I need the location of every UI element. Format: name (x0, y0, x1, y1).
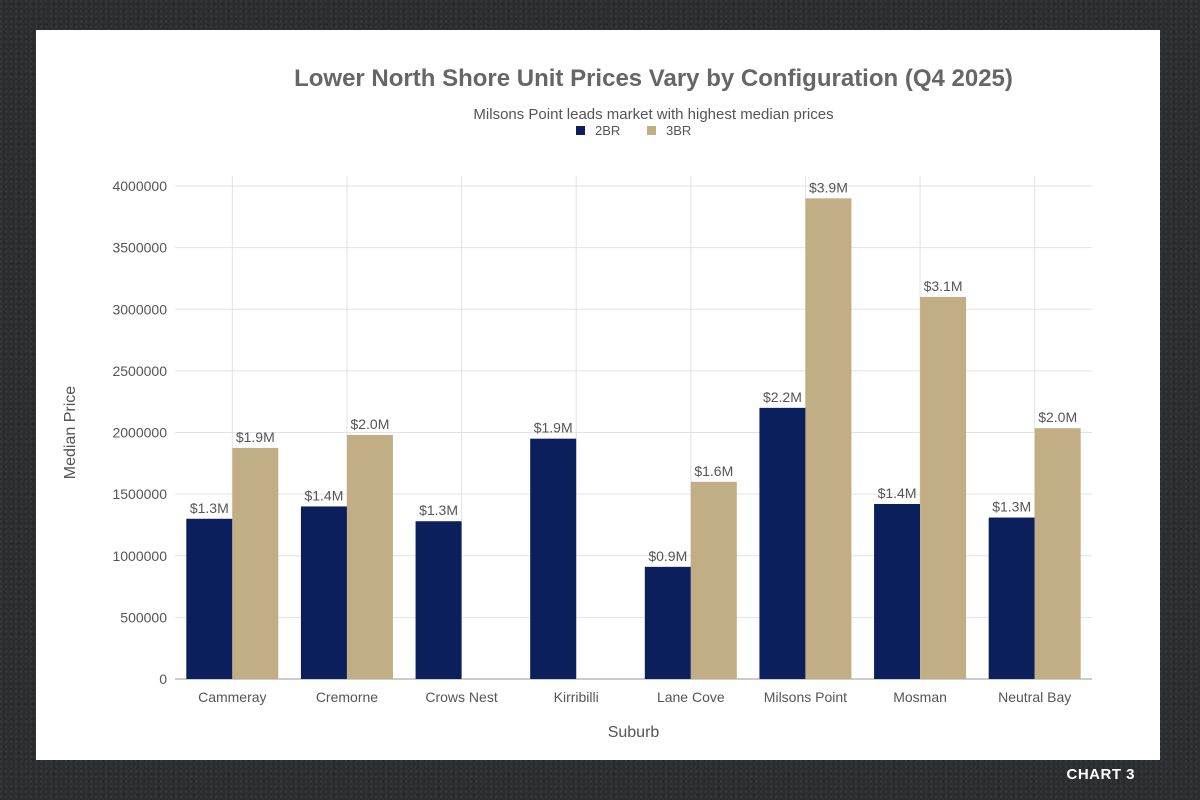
chart-subtitle: Milsons Point leads market with highest … (473, 106, 833, 123)
legend-label-3br: 3BR (666, 123, 691, 138)
legend-swatch-3br (647, 126, 656, 135)
data-label: $3.1M (924, 278, 963, 294)
y-tick-label: 0 (159, 671, 167, 687)
data-label: $1.3M (419, 502, 458, 518)
bar-3br (232, 447, 279, 679)
x-tick-label: Cammeray (198, 689, 266, 705)
bar-3br (1034, 428, 1081, 679)
y-tick-label: 500000 (120, 609, 167, 625)
data-label: $2.0M (1038, 409, 1077, 425)
y-tick-label: 1000000 (112, 548, 167, 564)
data-label: $0.9M (648, 548, 687, 564)
y-tick-label: 3000000 (112, 301, 167, 317)
chart-title: Lower North Shore Unit Prices Vary by Co… (294, 65, 1013, 92)
data-label: $1.3M (190, 500, 229, 516)
y-tick-label: 1500000 (112, 486, 167, 502)
x-axis-label: Suburb (608, 724, 660, 741)
bar-3br (346, 434, 393, 679)
bar-2br (988, 517, 1035, 679)
y-tick-label: 2500000 (112, 363, 167, 379)
bar-2br (874, 503, 921, 679)
data-label: $3.9M (809, 179, 848, 195)
bar-2br (300, 506, 347, 679)
data-label: $1.9M (236, 429, 275, 445)
legend-swatch-2br (576, 126, 585, 135)
y-tick-label: 2000000 (112, 425, 167, 441)
bar-chart: Lower North Shore Unit Prices Vary by Co… (62, 65, 1092, 741)
y-tick-label: 4000000 (112, 178, 167, 194)
x-tick-label: Crows Nest (425, 689, 497, 705)
x-tick-label: Cremorne (316, 689, 378, 705)
data-label: $1.4M (304, 487, 343, 503)
bar-2br (759, 407, 806, 679)
x-tick-label: Kirribilli (554, 689, 599, 705)
x-tick-label: Lane Cove (657, 689, 725, 705)
data-label: $1.6M (694, 463, 733, 479)
y-tick-label: 3500000 (112, 240, 167, 256)
bar-2br (415, 521, 462, 679)
data-label: $1.9M (534, 420, 573, 436)
x-tick-label: Milsons Point (764, 689, 847, 705)
x-tick-label: Neutral Bay (998, 689, 1071, 705)
bar-2br (530, 438, 577, 679)
y-axis-label: Median Price (62, 386, 79, 479)
data-label: $1.3M (992, 499, 1031, 515)
bar-2br (186, 518, 233, 679)
data-label: $2.0M (350, 416, 389, 432)
chart-panel: Lower North Shore Unit Prices Vary by Co… (36, 30, 1160, 760)
bar-2br (644, 566, 691, 679)
bar-3br (690, 481, 737, 679)
data-label: $1.4M (878, 485, 917, 501)
x-tick-label: Mosman (893, 689, 947, 705)
legend-label-2br: 2BR (595, 123, 620, 138)
bar-3br (805, 198, 852, 679)
bar-3br (920, 296, 967, 679)
chart-badge: CHART 3 (1066, 766, 1135, 783)
data-label: $2.2M (763, 389, 802, 405)
